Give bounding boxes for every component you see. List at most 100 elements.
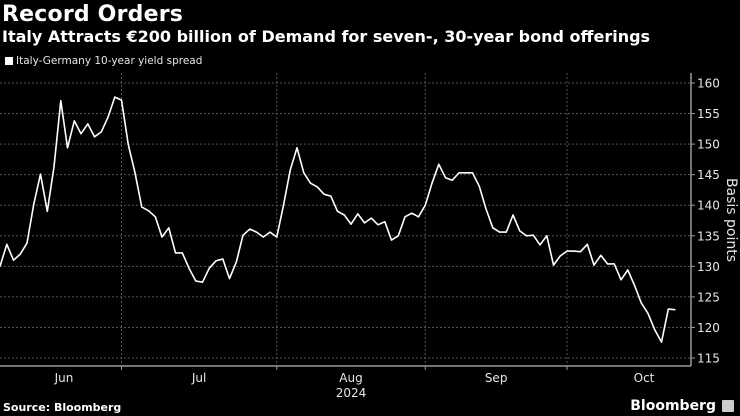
x-tick-label: Oct: [634, 371, 655, 385]
data-point: [161, 236, 163, 238]
data-point: [350, 223, 352, 225]
data-point: [566, 250, 568, 252]
data-point: [174, 252, 177, 254]
data-point: [613, 263, 615, 265]
data-point: [80, 133, 82, 135]
data-point: [107, 116, 109, 118]
data-point: [471, 172, 474, 174]
data-point: [485, 208, 487, 210]
data-point: [404, 216, 406, 218]
data-point: [417, 216, 420, 218]
data-point: [262, 236, 264, 238]
data-point: [330, 195, 332, 197]
data-point: [532, 234, 534, 236]
data-point: [667, 308, 669, 310]
chart-subtitle: Italy Attracts €200 billion of Demand fo…: [2, 27, 651, 46]
data-point: [579, 251, 582, 253]
bloomberg-logo: Bloomberg: [630, 398, 734, 414]
y-tick-label: 130: [697, 260, 720, 274]
data-point: [93, 136, 96, 138]
data-point: [147, 210, 150, 212]
data-point: [525, 235, 528, 237]
data-point: [600, 254, 602, 256]
legend-label: Italy-Germany 10-year yield spread: [16, 55, 203, 67]
data-point: [640, 302, 642, 304]
x-tick-label: Aug: [339, 371, 362, 385]
data-point: [6, 243, 8, 245]
data-point: [12, 259, 15, 261]
data-point: [255, 231, 258, 233]
y-axis-label: Basis points: [723, 178, 739, 262]
data-point: [249, 228, 251, 230]
data-point: [309, 182, 312, 184]
data-point: [228, 277, 231, 280]
data-point: [552, 264, 555, 266]
data-point: [316, 186, 318, 188]
data-point: [114, 96, 116, 98]
data-point: [458, 172, 460, 174]
data-point: [593, 264, 595, 266]
data-point: [73, 120, 75, 122]
data-point: [46, 210, 48, 212]
data-point: [674, 309, 676, 311]
data-point: [586, 243, 588, 245]
data-point: [39, 173, 42, 175]
data-point: [357, 213, 359, 215]
y-tick-label: 135: [697, 229, 720, 243]
data-point: [201, 281, 204, 283]
data-point: [168, 227, 170, 229]
data-point: [181, 252, 183, 254]
data-point: [411, 212, 413, 214]
data-point: [451, 179, 453, 181]
x-tick-label: Jul: [191, 371, 206, 385]
data-point: [303, 172, 305, 174]
data-point: [465, 172, 467, 174]
data-point: [33, 203, 35, 205]
data-point: [512, 214, 514, 216]
data-point: [0, 265, 1, 267]
x-year-label: 2024: [336, 386, 367, 400]
data-point: [606, 263, 609, 265]
y-tick-label: 115: [697, 352, 720, 366]
data-point: [215, 260, 217, 262]
data-point: [539, 244, 541, 246]
data-point: [654, 329, 656, 331]
data-point: [66, 147, 69, 149]
data-point: [87, 123, 89, 125]
data-point: [363, 222, 366, 224]
y-tick-label: 160: [697, 77, 720, 91]
data-point: [53, 166, 55, 168]
data-point: [276, 236, 278, 238]
legend-swatch: [5, 57, 13, 65]
legend: Italy-Germany 10-year yield spread: [5, 55, 202, 67]
data-point: [478, 185, 480, 187]
x-tick-label: Sep: [485, 371, 508, 385]
data-point: [195, 280, 197, 282]
series-line: [0, 96, 676, 343]
y-tick-label: 155: [697, 107, 720, 121]
data-point: [390, 239, 393, 241]
bloomberg-chart-icon: [722, 400, 734, 412]
data-point: [519, 230, 521, 232]
x-tick-label: Jun: [54, 371, 74, 385]
data-point: [660, 341, 663, 343]
data-point: [546, 235, 548, 237]
data-point: [377, 224, 379, 226]
data-point: [120, 99, 123, 101]
y-tick-label: 125: [697, 290, 720, 304]
data-point: [498, 231, 501, 233]
data-point: [323, 193, 325, 195]
data-point: [154, 216, 156, 218]
data-point: [208, 267, 210, 269]
data-point: [444, 177, 447, 179]
data-point: [384, 221, 386, 223]
data-point: [627, 269, 629, 271]
data-point: [282, 204, 285, 206]
data-point: [505, 231, 507, 233]
y-tick-label: 145: [697, 168, 720, 182]
data-point: [633, 284, 636, 286]
y-tick-label: 150: [697, 138, 720, 152]
data-point: [100, 131, 102, 133]
data-point: [370, 217, 372, 219]
